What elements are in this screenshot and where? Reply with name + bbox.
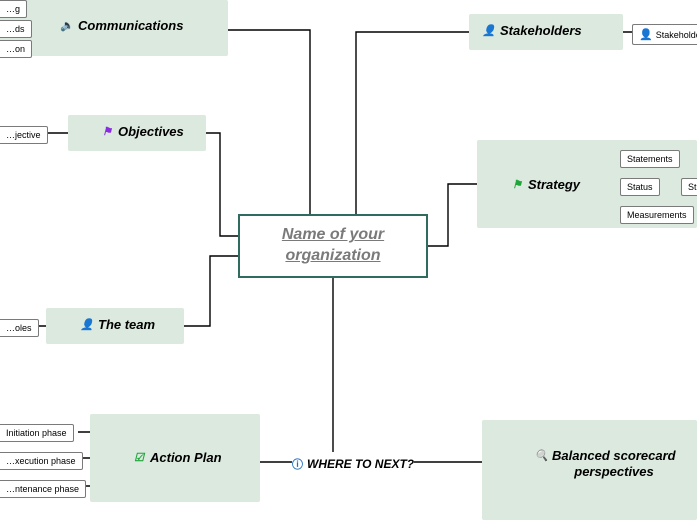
where-label: WHERE TO NEXT? — [307, 457, 414, 471]
sub-comm-2[interactable]: …ds — [0, 20, 32, 38]
branch-stakeholders[interactable]: Stakeholders — [482, 23, 582, 38]
info-icon — [292, 456, 303, 472]
branch-where-to-next[interactable]: WHERE TO NEXT? — [292, 456, 414, 472]
branch-strategy[interactable]: Strategy — [510, 177, 580, 192]
flag-icon — [100, 125, 114, 139]
sub-measurements[interactable]: Measurements — [620, 206, 694, 224]
branch-label: Action Plan — [150, 450, 222, 465]
check-icon — [132, 451, 146, 465]
sub-status[interactable]: Status — [620, 178, 660, 196]
sub-maintenance[interactable]: …ntenance phase — [0, 480, 86, 498]
branch-balanced[interactable]: Balanced scorecard perspectives — [520, 448, 690, 481]
branch-communications[interactable]: Communications — [60, 18, 183, 33]
person-icon — [639, 30, 653, 40]
search-icon — [534, 450, 548, 464]
flag-icon — [510, 178, 524, 192]
sub-execution[interactable]: …xecution phase — [0, 452, 83, 470]
branch-objectives[interactable]: Objectives — [100, 124, 184, 139]
sub-statements[interactable]: Statements — [620, 150, 680, 168]
sub-comm-1[interactable]: …g — [0, 0, 27, 18]
person-icon — [80, 318, 94, 332]
branch-label: Communications — [78, 18, 183, 33]
sub-stra[interactable]: Stra… — [681, 178, 697, 196]
branch-team[interactable]: The team — [80, 317, 155, 332]
branch-label: Stakeholders — [500, 23, 582, 38]
central-node[interactable]: Name of your organization — [238, 214, 428, 278]
branch-label-line2: perspectives — [574, 464, 654, 479]
sub-comm-3[interactable]: …on — [0, 40, 32, 58]
sub-roles[interactable]: …oles — [0, 319, 39, 337]
branch-label: The team — [98, 317, 155, 332]
branch-action-plan[interactable]: Action Plan — [132, 450, 222, 465]
branch-label: Strategy — [528, 177, 580, 192]
speaker-icon — [60, 19, 74, 33]
sub-objective[interactable]: …jective — [0, 126, 48, 144]
sub-stakeholder[interactable]: Stakeholder — [632, 24, 697, 45]
person-icon — [482, 24, 496, 38]
branch-label-line1: Balanced scorecard — [552, 448, 676, 463]
branch-label: Objectives — [118, 124, 184, 139]
sub-initiation[interactable]: Initiation phase — [0, 424, 74, 442]
central-label: Name of your organization — [282, 225, 384, 267]
